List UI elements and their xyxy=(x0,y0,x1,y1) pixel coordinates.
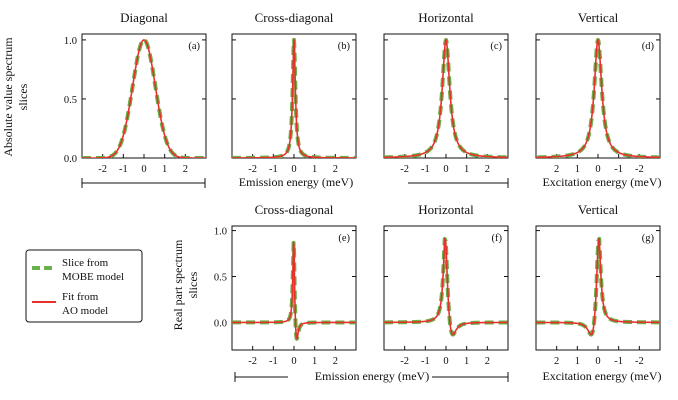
panel-label-b: (b) xyxy=(338,41,351,52)
xtick-label-b-3: 1 xyxy=(312,164,317,175)
legend-ao-label-line2: AO model xyxy=(62,305,108,317)
legend-mobe-label-line1: Slice from xyxy=(62,257,109,269)
xtick-label-f-3: 1 xyxy=(464,356,469,367)
xtick-label-e-2: 0 xyxy=(291,356,296,367)
series-ao-b xyxy=(232,39,356,158)
panel-title-f: Horizontal xyxy=(418,202,474,217)
xtick-label-a-0: -2 xyxy=(98,164,107,175)
xtick-label-d-3: -1 xyxy=(614,164,623,175)
axes-frame-a xyxy=(81,33,207,159)
series-ao-g xyxy=(536,238,660,336)
panel-label-f: (f) xyxy=(492,233,503,244)
bracket-bottom-left xyxy=(234,372,288,382)
series-ao-d xyxy=(536,39,660,158)
series-ao-f xyxy=(384,238,508,336)
ytick-label-a-1: 0.5 xyxy=(64,95,77,106)
xtick-label-c-4: 2 xyxy=(485,164,490,175)
xtick-label-d-2: 0 xyxy=(595,164,600,175)
xtick-label-d-0: 2 xyxy=(554,164,559,175)
series-ao-c xyxy=(384,39,508,158)
ytick-label-e-1: 0.5 xyxy=(214,273,227,284)
ytick-label-e-0: 0.0 xyxy=(214,318,227,329)
panel-d: Vertical (d) 2 1 0 -1 -2 xyxy=(535,10,661,175)
xtick-label-e-3: 1 xyxy=(312,356,317,367)
legend-ao-label-line1: Fit from xyxy=(62,291,99,303)
bracket-bottom-right xyxy=(432,372,509,382)
span-brackets xyxy=(81,178,509,382)
panel-title-g: Vertical xyxy=(578,202,619,217)
series-ao-a xyxy=(82,39,206,158)
ylabel-top-line1: Absolute value spectrum xyxy=(1,37,15,157)
xtick-label-g-2: 0 xyxy=(595,356,600,367)
xtick-label-f-1: -1 xyxy=(421,356,430,367)
xlabel-emission-bottom: Emission energy (meV) xyxy=(315,369,429,383)
panel-f: Horizontal (f) -2 -1 0 1 2 xyxy=(383,202,509,367)
ytick-label-e-2: 1.0 xyxy=(214,227,227,238)
ylabel-bottom-line1: Real part spectrum xyxy=(171,239,185,330)
panel-title-e: Cross-diagonal xyxy=(255,202,334,217)
xtick-label-d-4: -2 xyxy=(635,164,644,175)
xtick-label-g-4: -2 xyxy=(635,356,644,367)
xlabel-excitation-bottom: Excitation energy (meV) xyxy=(542,369,661,383)
panel-b: Cross-diagonal (b) -2 -1 0 1 2 xyxy=(231,10,357,175)
panels: Diagonal(a)-2 -1 0 1 20.00.51.0Cross-diagona… xyxy=(64,10,661,367)
xtick-label-b-0: -2 xyxy=(248,164,257,175)
legend: Slice from MOBE model Fit from AO model xyxy=(25,249,143,323)
panel-label-g: (g) xyxy=(642,233,655,244)
xtick-label-c-2: 0 xyxy=(443,164,448,175)
panel-a: Diagonal (a) -2 -1 0 1 2 0.0 0.5 1.0 xyxy=(64,10,207,175)
xtick-label-a-1: -1 xyxy=(119,164,128,175)
xtick-label-g-0: 2 xyxy=(554,356,559,367)
ylabel-top-line2: slices xyxy=(16,83,30,110)
xtick-label-b-1: -1 xyxy=(269,164,278,175)
panel-title-c: Horizontal xyxy=(418,10,474,25)
xtick-label-a-4: 2 xyxy=(183,164,188,175)
panel-g: Vertical (g) 2 1 0 -1 -2 xyxy=(535,202,661,367)
series-mobe-d xyxy=(536,37,660,158)
panel-title-b: Cross-diagonal xyxy=(255,10,334,25)
xtick-label-e-1: -1 xyxy=(269,356,278,367)
ytick-label-a-0: 0.0 xyxy=(64,154,77,165)
ylabel-bottom-line2: slices xyxy=(186,271,200,298)
xlabel-emission-top: Emission energy (meV) xyxy=(239,175,353,189)
xtick-label-f-2: 0 xyxy=(443,356,448,367)
xtick-label-f-0: -2 xyxy=(400,356,409,367)
series-ao-e xyxy=(232,242,356,340)
panel-title-a: Diagonal xyxy=(120,10,168,25)
panel-c: Horizontal (c) -2 -1 0 1 2 xyxy=(383,10,509,175)
panel-label-e: (e) xyxy=(338,233,350,244)
xtick-label-b-2: 0 xyxy=(291,164,296,175)
series-mobe-a xyxy=(82,37,206,158)
legend-mobe-label-line2: MOBE model xyxy=(62,271,124,283)
xlabel-excitation-top: Excitation energy (meV) xyxy=(542,175,661,189)
xtick-label-d-1: 1 xyxy=(575,164,580,175)
xtick-label-g-3: -1 xyxy=(614,356,623,367)
xtick-label-b-4: 2 xyxy=(333,164,338,175)
panel-label-c: (c) xyxy=(490,41,502,52)
xtick-label-e-0: -2 xyxy=(248,356,257,367)
panel-label-d: (d) xyxy=(642,41,655,52)
xtick-label-f-4: 2 xyxy=(485,356,490,367)
xtick-label-c-3: 1 xyxy=(464,164,469,175)
ytick-label-a-2: 1.0 xyxy=(64,36,77,47)
xtick-label-g-1: 1 xyxy=(575,356,580,367)
bracket-a xyxy=(81,178,206,188)
xtick-label-e-4: 2 xyxy=(333,356,338,367)
panel-label-a: (a) xyxy=(188,41,200,52)
xtick-label-a-2: 0 xyxy=(141,164,146,175)
xtick-label-c-0: -2 xyxy=(400,164,409,175)
series-mobe-c xyxy=(384,37,508,158)
bracket-c xyxy=(408,178,509,188)
legend-box xyxy=(25,249,143,323)
xtick-label-c-1: -1 xyxy=(421,164,430,175)
panel-title-d: Vertical xyxy=(578,10,619,25)
panel-e: Cross-diagonal (e) -2 -1 0 1 2 0.0 0.5 1.0 xyxy=(214,202,357,367)
xtick-label-a-3: 1 xyxy=(162,164,167,175)
